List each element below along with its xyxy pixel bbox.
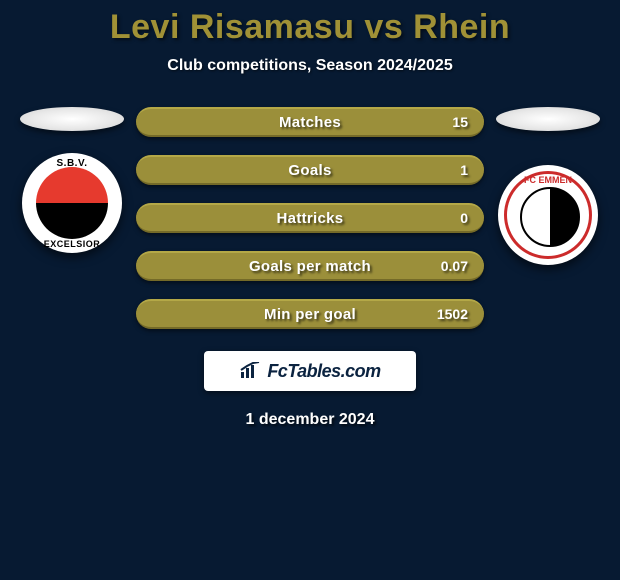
stat-value: 0	[460, 210, 468, 226]
club-badge-right: FC EMMEN	[498, 165, 598, 265]
main-row: S.B.V. EXCELSIOR Matches 15 Goals 1 Hatt…	[0, 107, 620, 329]
stats-column: Matches 15 Goals 1 Hattricks 0 Goals per…	[136, 107, 484, 329]
brand-box[interactable]: FcTables.com	[204, 351, 416, 391]
left-column: S.B.V. EXCELSIOR	[16, 107, 128, 253]
chart-icon	[239, 362, 261, 380]
club-left-line1: S.B.V.	[57, 158, 88, 169]
stat-label: Matches	[279, 114, 341, 131]
stat-label: Min per goal	[264, 306, 356, 323]
stat-label: Hattricks	[277, 210, 344, 227]
right-value-ellipse	[496, 107, 600, 131]
stat-value: 0.07	[441, 258, 468, 274]
stat-row: Hattricks 0	[136, 203, 484, 233]
stat-value: 1502	[437, 306, 468, 322]
page-title: Levi Risamasu vs Rhein	[0, 8, 620, 47]
page-subtitle: Club competitions, Season 2024/2025	[0, 57, 620, 75]
brand-text: FcTables.com	[267, 361, 380, 382]
stat-row: Matches 15	[136, 107, 484, 137]
stat-label: Goals per match	[249, 258, 371, 275]
root-container: Levi Risamasu vs Rhein Club competitions…	[0, 0, 620, 429]
stat-row: Min per goal 1502	[136, 299, 484, 329]
stat-row: Goals 1	[136, 155, 484, 185]
stat-value: 15	[452, 114, 468, 130]
stat-label: Goals	[288, 162, 331, 179]
club-badge-left: S.B.V. EXCELSIOR	[22, 153, 122, 253]
club-right-name: FC EMMEN	[524, 175, 572, 185]
left-value-ellipse	[20, 107, 124, 131]
club-left-line2: EXCELSIOR	[44, 239, 101, 249]
stat-value: 1	[460, 162, 468, 178]
right-column: FC EMMEN	[492, 107, 604, 265]
date-line: 1 december 2024	[0, 411, 620, 429]
stat-row: Goals per match 0.07	[136, 251, 484, 281]
